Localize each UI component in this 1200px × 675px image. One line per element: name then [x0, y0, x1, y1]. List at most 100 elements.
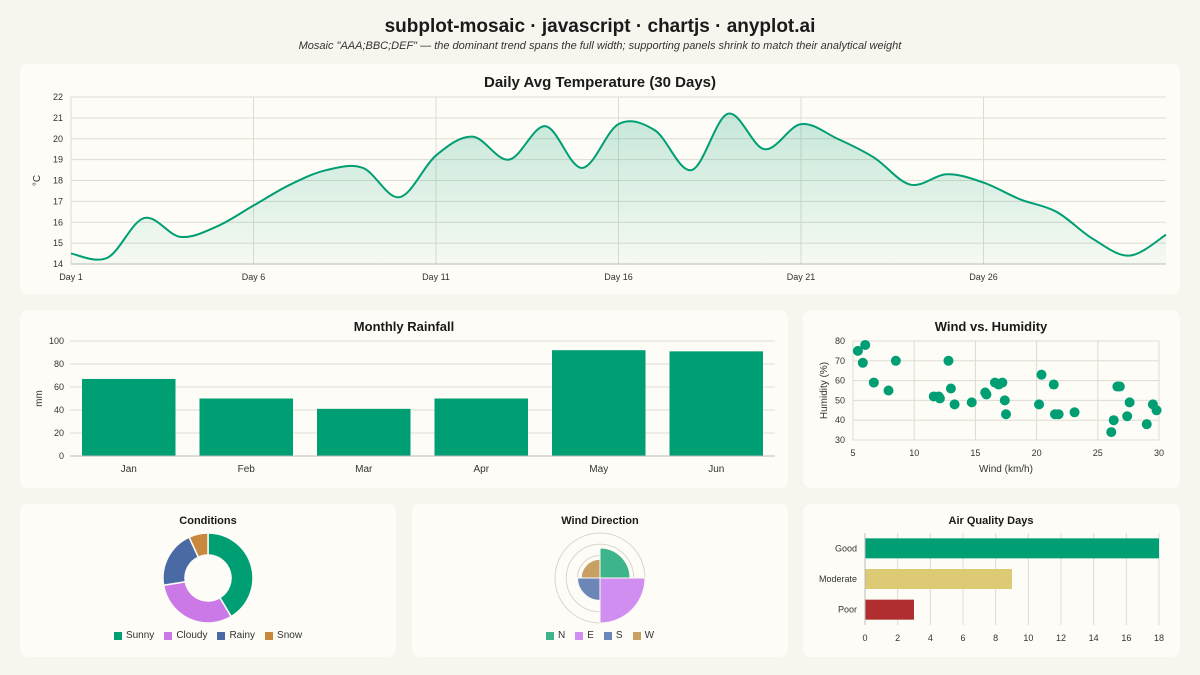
- legend-label: Rainy: [229, 630, 256, 641]
- scatter-point: [1108, 415, 1119, 426]
- scatter-point: [860, 339, 871, 350]
- legend-swatch: [575, 631, 584, 640]
- temperature-area-fill: [71, 113, 1166, 264]
- scatter-point: [1141, 419, 1152, 430]
- legend-item[interactable]: Cloudy: [164, 630, 207, 641]
- x-tick-label: Day 6: [242, 272, 266, 282]
- y-tick-label: 80: [54, 359, 64, 369]
- legend-label: Snow: [277, 630, 303, 641]
- bar: [82, 378, 176, 456]
- y-tick-label: 100: [49, 336, 64, 346]
- scatter-point: [1053, 409, 1064, 420]
- legend-item[interactable]: E: [575, 630, 594, 641]
- legend-swatch: [265, 631, 274, 640]
- legend-swatch: [545, 631, 554, 640]
- bar: [669, 351, 763, 456]
- polar-sector: [580, 558, 601, 579]
- bar: [317, 408, 411, 456]
- legend-label: Cloudy: [176, 630, 208, 641]
- x-tick-label: 18: [1154, 633, 1164, 643]
- y-tick-label: 80: [835, 336, 845, 346]
- scatter-point: [981, 389, 992, 400]
- y-tick-label: Poor: [838, 605, 857, 615]
- scatter-point: [997, 377, 1008, 388]
- temperature-series-line: [70, 112, 1167, 261]
- legend-swatch: [603, 631, 612, 640]
- bar: [434, 398, 528, 456]
- bar: [199, 398, 293, 456]
- doughnut-slice: [188, 532, 209, 559]
- x-tick-label: 8: [993, 633, 998, 643]
- y-tick-label: 60: [835, 376, 845, 386]
- wind-humidity-panel: Wind vs. Humidity 30 40 50 60 70 80 5 10 15 20 25 30…: [803, 310, 1180, 488]
- x-tick-label: Apr: [473, 464, 489, 475]
- x-tick-label: 4: [928, 633, 933, 643]
- x-tick-label: Day 11: [422, 272, 450, 282]
- scatter-point: [883, 385, 894, 396]
- chart-title: Wind Direction: [561, 515, 639, 527]
- wind-humidity-chart: Wind vs. Humidity 30 40 50 60 70 80 5 10 15 20 25 30…: [819, 319, 1164, 475]
- y-axis-label: Humidity (%): [819, 362, 830, 419]
- scatter-point: [1036, 369, 1047, 380]
- x-tick-label: 25: [1093, 448, 1103, 458]
- scatter-point: [945, 383, 956, 394]
- conditions-legend: Sunny Cloudy Rainy Snow: [20, 630, 396, 641]
- y-tick-label: 40: [54, 405, 64, 415]
- y-tick-label: 18: [53, 176, 63, 186]
- wind-direction-panel: Wind Direction N E S W: [412, 504, 788, 657]
- polar-sector: [599, 547, 631, 579]
- x-tick-label: Feb: [238, 464, 256, 475]
- x-tick-label: 20: [1032, 448, 1042, 458]
- x-tick-label: May: [589, 464, 608, 475]
- scatter-point: [868, 377, 879, 388]
- y-tick-label: 30: [835, 435, 845, 445]
- conditions-chart: Conditions: [162, 515, 254, 624]
- legend-item[interactable]: W: [632, 630, 655, 641]
- y-tick-label: 20: [53, 134, 63, 144]
- legend-swatch: [164, 631, 173, 640]
- x-tick-label: Day 21: [787, 272, 816, 282]
- legend-item[interactable]: N: [545, 630, 565, 641]
- y-tick-label: Moderate: [819, 574, 857, 584]
- x-tick-label: 10: [1023, 633, 1033, 643]
- page-title: subplot-mosaic · javascript · chartjs · …: [384, 16, 816, 37]
- chart-title: Daily Avg Temperature (30 Days): [484, 74, 716, 91]
- y-axis-label: mm: [34, 390, 45, 407]
- scatter-point: [1151, 405, 1162, 416]
- y-tick-label: 21: [53, 113, 63, 123]
- legend-item[interactable]: S: [603, 630, 623, 641]
- bar: [552, 350, 646, 456]
- chart-title: Monthly Rainfall: [354, 319, 454, 334]
- x-tick-label: Day 1: [59, 272, 83, 282]
- legend-label: W: [644, 630, 655, 641]
- air-quality-chart: Air Quality Days 0 2 4 6 8 10 12 14 16 18 Good Moder…: [819, 515, 1164, 643]
- x-tick-label: 6: [960, 633, 965, 643]
- conditions-panel: Conditions Sunny Cloudy Rainy Snow: [20, 504, 396, 657]
- scatter-point: [943, 355, 954, 366]
- legend-item[interactable]: Snow: [265, 630, 302, 641]
- scatter-point: [1122, 411, 1133, 422]
- x-tick-label: Jan: [121, 464, 137, 475]
- legend-item[interactable]: Sunny: [113, 630, 154, 641]
- x-tick-label: Day 16: [604, 272, 633, 282]
- x-tick-label: 16: [1121, 633, 1131, 643]
- x-tick-label: Jun: [708, 464, 724, 475]
- x-tick-label: 14: [1089, 633, 1099, 643]
- legend-swatch: [217, 631, 226, 640]
- y-tick-label: 50: [835, 395, 845, 405]
- x-axis-label: Wind (km/h): [979, 464, 1033, 475]
- scatter-point: [1114, 381, 1125, 392]
- legend-item[interactable]: Rainy: [217, 630, 255, 641]
- x-tick-label: Day 26: [969, 272, 998, 282]
- scatter-point: [933, 391, 944, 402]
- scatter-point: [1001, 409, 1011, 420]
- y-tick-label: 22: [53, 92, 63, 102]
- bar: [865, 599, 914, 620]
- x-tick-label: 30: [1154, 448, 1164, 458]
- air-quality-panel: Air Quality Days 0 2 4 6 8 10 12 14 16 18 Good Moder…: [803, 504, 1180, 657]
- scatter-point: [1124, 397, 1135, 408]
- y-tick-label: 20: [54, 428, 64, 438]
- doughnut-slice: [207, 532, 254, 618]
- bar: [865, 569, 1012, 589]
